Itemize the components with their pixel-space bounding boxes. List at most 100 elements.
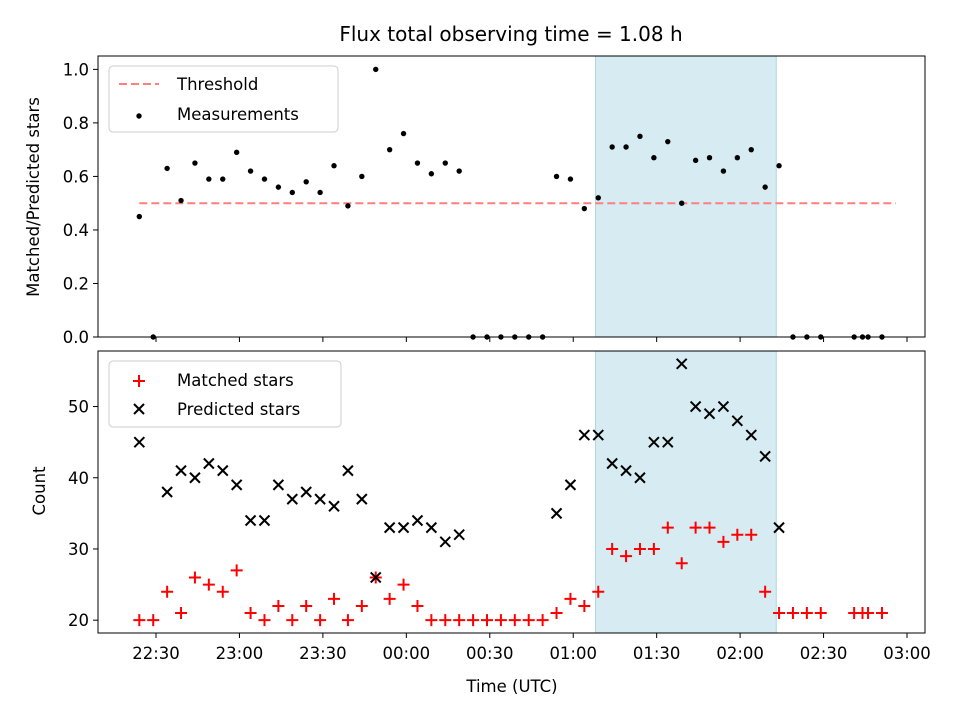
y-tick-label-top: 0.8	[63, 114, 89, 133]
legend-predicted-swatch	[133, 403, 145, 415]
measurement-point	[442, 160, 448, 166]
legend-bottom: Matched stars Predicted stars	[108, 360, 342, 428]
matched-star-marker	[425, 614, 438, 627]
matched-star-marker	[522, 614, 535, 627]
measurement-point	[776, 163, 782, 169]
predicted-star-marker	[689, 400, 702, 413]
matched-star-marker	[661, 521, 674, 534]
matched-star-marker	[439, 614, 452, 627]
predicted-star-marker	[453, 529, 465, 541]
x-tick-label: 01:00	[549, 644, 597, 663]
legend-measurements-label: Measurements	[177, 105, 299, 124]
predicted-star-marker	[717, 400, 730, 413]
predicted-star-marker	[356, 493, 368, 505]
matched-star-marker	[258, 614, 271, 627]
legend-matched-swatch	[133, 375, 145, 387]
matched-star-marker	[341, 614, 354, 627]
axes-frame-bottom	[97, 350, 926, 634]
x-tick-label: 00:00	[383, 644, 431, 663]
matched-star-marker	[745, 528, 758, 541]
y-tick-label-top: 0.0	[63, 328, 89, 347]
matched-star-marker	[300, 599, 313, 612]
predicted-star-marker	[592, 429, 604, 441]
y-tick-label-top: 0.6	[63, 167, 89, 186]
x-ticks-top	[155, 337, 908, 342]
matched-star-marker	[578, 599, 591, 612]
predicted-star-marker	[133, 436, 146, 448]
measurement-point	[706, 154, 713, 161]
predicted-star-marker	[564, 479, 577, 491]
matched-star-marker	[647, 542, 660, 555]
y-tick-label-bottom: 20	[68, 611, 89, 630]
matched-star-marker	[494, 614, 507, 627]
y-axis-label-top: Matched/Predicted stars	[24, 97, 43, 297]
x-tick-label: 22:30	[132, 644, 180, 663]
matched-star-marker	[147, 614, 160, 627]
predicted-stars-points	[133, 358, 785, 584]
measurement-point	[136, 213, 143, 220]
measurement-point	[762, 184, 768, 190]
matched-star-marker	[216, 585, 229, 598]
measurement-point	[289, 189, 295, 196]
matched-star-marker	[606, 542, 619, 555]
predicted-star-marker	[439, 536, 451, 548]
chart-title: Flux total observing time = 1.08 h	[339, 22, 682, 46]
matched-star-marker	[703, 521, 716, 534]
predicted-star-marker	[328, 500, 340, 512]
x-axis-label: Time (UTC)	[465, 677, 557, 696]
predicted-star-marker	[203, 457, 215, 470]
predicted-star-marker	[578, 429, 591, 441]
matched-star-marker	[550, 607, 563, 620]
measurement-point	[692, 157, 699, 164]
predicted-star-marker	[286, 493, 299, 505]
measurement-point	[665, 138, 671, 145]
matched-star-marker	[536, 614, 549, 627]
y-tick-label-top: 0.4	[63, 221, 89, 240]
measurement-point	[567, 176, 574, 182]
matched-star-marker	[717, 535, 730, 548]
matched-star-marker	[875, 607, 888, 620]
matched-star-marker	[328, 592, 341, 605]
legend-box-bottom	[108, 360, 342, 428]
measurement-point	[164, 165, 170, 172]
y-tick-label-bottom: 40	[68, 469, 89, 488]
predicted-star-marker	[258, 514, 271, 527]
y-tick-label-top: 1.0	[63, 60, 89, 79]
measurement-point	[373, 66, 379, 73]
measurement-point	[623, 144, 629, 150]
x-axis-bottom: 22:30 23:00 23:30 00:00 00:30 01:00 01:30 02:00…	[132, 633, 931, 663]
matched-star-marker	[272, 599, 285, 612]
predicted-star-marker	[703, 407, 716, 420]
matched-star-marker	[411, 599, 424, 612]
predicted-star-marker	[425, 521, 438, 534]
predicted-star-marker	[175, 464, 187, 477]
measurement-point	[192, 160, 198, 166]
predicted-star-marker	[161, 486, 173, 498]
x-tick-label: 02:00	[716, 644, 764, 663]
matched-star-marker	[731, 528, 744, 541]
measurement-point	[275, 184, 282, 190]
y-tick-label-bottom: 50	[68, 398, 89, 417]
predicted-star-marker	[606, 457, 618, 470]
ratio-panel: 0.0 0.2 0.4 0.6 0.8 1.0 Flux total observing …	[24, 22, 926, 347]
measurement-point	[233, 149, 240, 156]
legend-predicted-label: Predicted stars	[177, 400, 300, 419]
matched-star-marker	[355, 599, 368, 612]
matched-star-marker	[862, 607, 875, 620]
matched-star-marker	[161, 585, 174, 598]
measurement-point	[400, 130, 407, 137]
x-tick-label: 00:30	[466, 644, 514, 663]
x-tick-label: 02:30	[800, 644, 848, 663]
predicted-star-marker	[300, 486, 312, 498]
measurement-point	[637, 133, 643, 139]
y-tick-label-top: 0.2	[63, 274, 89, 293]
measurement-point	[553, 173, 560, 180]
highlight-span-top	[594, 55, 777, 338]
predicted-star-marker	[648, 436, 660, 448]
matched-stars-points	[133, 521, 888, 627]
legend-threshold-label: Threshold	[176, 75, 258, 94]
measurement-point	[679, 200, 685, 206]
matched-star-marker	[800, 607, 813, 620]
matched-star-marker	[286, 614, 299, 627]
legend-measurements-swatch	[136, 113, 142, 119]
